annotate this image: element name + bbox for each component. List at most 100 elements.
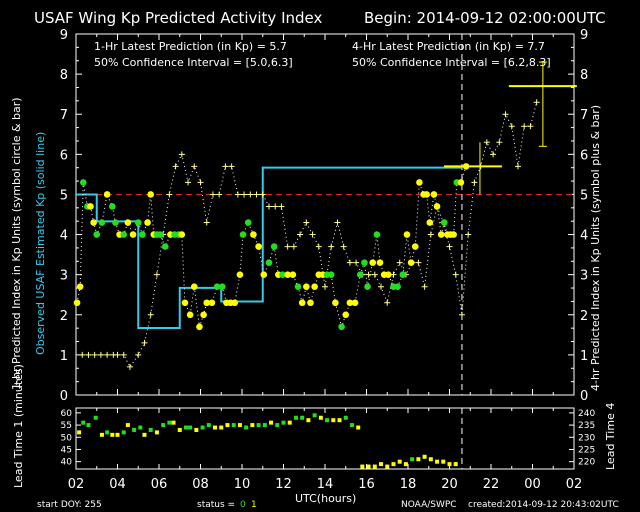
observed-kp-line <box>76 166 462 330</box>
pred-4hr-point <box>126 363 133 370</box>
y-tick-label-right: 3 <box>580 269 588 284</box>
pred-1hr-point <box>109 203 116 210</box>
pred-4hr-point <box>353 259 360 266</box>
lead-time-point <box>287 420 292 425</box>
pred-4hr-point <box>490 151 497 158</box>
pred-1hr-point <box>129 231 137 238</box>
pred-4hr-point <box>166 191 173 198</box>
pred-4hr-point <box>191 163 198 170</box>
lead-time-point <box>435 459 440 464</box>
pred-1hr-point <box>426 219 434 226</box>
pred-1hr-point <box>213 283 221 291</box>
x-tick-label: 16 <box>358 477 375 492</box>
pred-4hr-point <box>427 231 434 238</box>
pred-1hr-point <box>244 219 252 226</box>
pred-1hr-point <box>356 271 364 278</box>
pred-1hr-point <box>437 231 445 238</box>
pred-1hr-point <box>255 243 262 250</box>
y-axis-label-1hr: 1-hr Predicted Index in Kp Units (symbol… <box>10 97 23 390</box>
x-tick-label: 14 <box>317 477 334 492</box>
x-tick-label: 22 <box>483 477 500 492</box>
lead-y-tick-label-right: 225 <box>578 445 595 455</box>
x-tick-label: 18 <box>400 477 417 492</box>
pred-1hr-point <box>156 231 164 238</box>
lead-time-point <box>360 464 365 469</box>
conf-1hr-text: 50% Confidence Interval = [5.0,6.3] <box>94 56 293 69</box>
lead-time-point <box>331 418 336 423</box>
y-tick-label: 8 <box>60 68 68 83</box>
pred-4hr-point <box>297 231 304 238</box>
lead-time-point <box>275 423 280 428</box>
lead-time-point <box>177 427 182 432</box>
pred-4hr-point <box>384 299 391 306</box>
lead-time-point <box>171 420 176 425</box>
lead-time-point <box>132 427 137 432</box>
pred-4hr-point <box>259 191 266 198</box>
lead-time-point <box>237 423 242 428</box>
lead-time-point <box>148 427 153 432</box>
pred-1hr-point <box>190 283 198 291</box>
y-tick-label: 6 <box>60 148 68 163</box>
x-tick-label: 06 <box>151 477 168 492</box>
pred-4hr-point <box>85 351 92 358</box>
pred-4hr-point <box>216 191 223 198</box>
pred-4hr-point <box>421 283 428 290</box>
lead-y-tick-label: 40 <box>61 458 73 468</box>
y-tick-label-right: 1 <box>580 349 588 364</box>
status-label: status = <box>197 500 235 510</box>
pred-1hr-point <box>87 203 94 210</box>
pred-4hr-point <box>265 203 272 210</box>
main-plot-frame <box>75 33 575 396</box>
pred-1hr-point <box>144 219 151 226</box>
pred-4hr-point <box>309 231 316 238</box>
lead1-axis-label-a: Lead Time 1 (minutes) <box>12 364 25 488</box>
pred-1hr-point <box>416 179 423 186</box>
lead-time-point <box>447 462 452 467</box>
pred-1hr-point <box>423 191 430 198</box>
y-tick-label: 5 <box>60 188 68 203</box>
lead-time-point <box>312 413 317 418</box>
pred-4hr-point <box>120 351 127 358</box>
lead-time-point <box>194 427 199 432</box>
pred-1hr-point <box>441 219 448 226</box>
pred-4hr-point <box>378 283 385 290</box>
pred-1hr-point <box>120 231 128 238</box>
pred-4hr-point <box>334 219 341 226</box>
y-tick-label: 4 <box>60 229 68 244</box>
lead-time-point <box>306 418 311 423</box>
begin-time: Begin: 2014-09-12 02:00:00UTC <box>364 9 606 27</box>
y-tick-label-right: 0 <box>580 389 588 404</box>
lead-time-point <box>293 415 298 420</box>
y-axis-label-observed: Observed USAF Estimated Kp (solid line) <box>34 132 47 355</box>
pred-1hr-point <box>346 299 354 307</box>
pred-1hr-point <box>93 231 101 238</box>
pred-1hr-point <box>289 271 297 278</box>
lead-time-point <box>115 432 120 437</box>
y-tick-label-right: 9 <box>580 28 588 43</box>
lead-y-tick-label: 50 <box>61 433 73 443</box>
pred-4hr-point <box>458 311 465 318</box>
pred-4hr-point <box>153 271 160 278</box>
pred-1hr-point <box>361 259 368 266</box>
lead-time-point <box>337 418 342 423</box>
lead-time-point <box>121 430 126 435</box>
y-tick-label: 9 <box>60 28 68 43</box>
pred-1hr-point <box>450 231 457 238</box>
pred-4hr-point <box>104 351 111 358</box>
lead-time-point <box>81 420 86 425</box>
pred-4hr-point <box>278 203 285 210</box>
lead-time-point <box>269 420 274 425</box>
pred-1hr-point <box>196 323 203 331</box>
chart-title: USAF Wing Kp Predicted Activity Index <box>34 9 322 27</box>
pred-1hr-point <box>203 299 211 307</box>
lead-time-point <box>219 425 224 430</box>
pred-4hr-point <box>284 243 291 250</box>
y-tick-label-right: 2 <box>580 309 588 324</box>
lead-y-tick-label: 60 <box>61 409 73 419</box>
lead-y-tick-label-right: 235 <box>578 421 595 431</box>
lead-time-point <box>93 415 98 420</box>
pred-1hr-point <box>139 231 146 238</box>
lead-time-point <box>453 462 458 467</box>
lead-y-tick-label: 55 <box>61 421 72 431</box>
